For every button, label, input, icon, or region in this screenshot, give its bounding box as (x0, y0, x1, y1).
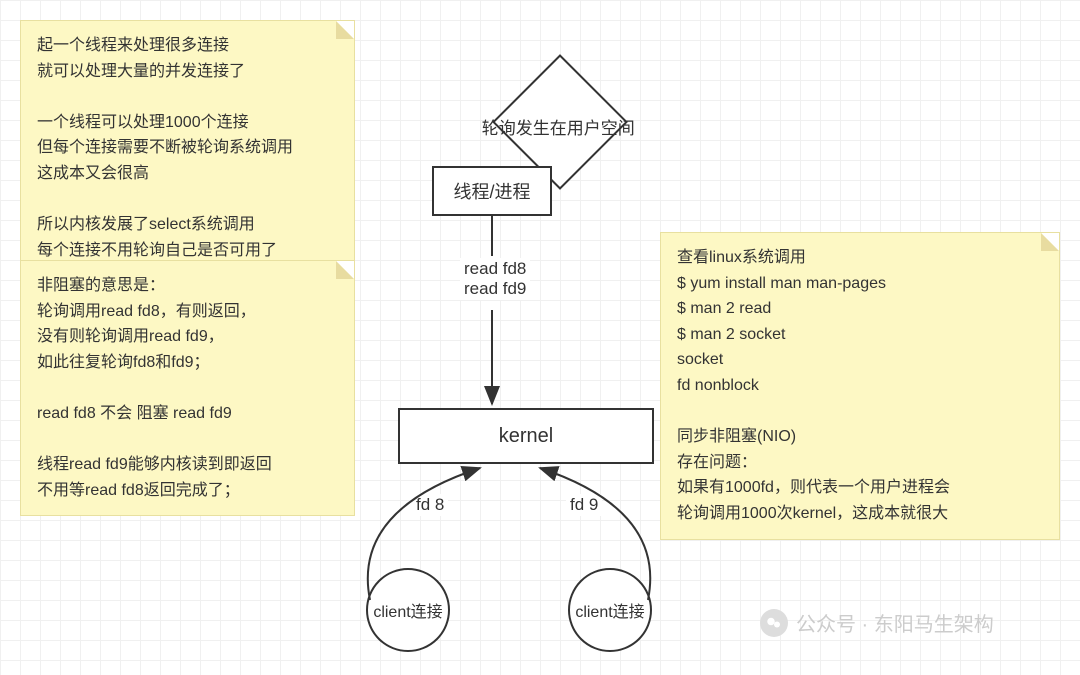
watermark-text: 公众号 · 东阳马生架构 (796, 608, 994, 637)
note-line: 这成本又会很高 (37, 161, 338, 187)
note-line: socket (677, 347, 1043, 373)
box-process-label: 线程/进程 (453, 178, 530, 204)
edge-label-read: read fd8 read fd9 (460, 258, 530, 300)
note-right: 查看linux系统调用 $ yum install man man-pages … (660, 232, 1060, 540)
edge-label-fd8: fd 8 (412, 494, 448, 516)
note-line: 轮询调用read fd8，有则返回， (37, 299, 338, 325)
note-line: 轮询调用1000次kernel，这成本就很大 (677, 501, 1043, 527)
note-line: 存在问题： (677, 450, 1043, 476)
note-line (677, 399, 1043, 425)
note-line: 如果有1000fd，则代表一个用户进程会 (677, 475, 1043, 501)
note-line: $ yum install man man-pages (677, 271, 1043, 297)
note-line (37, 427, 338, 453)
watermark: 公众号 · 东阳马生架构 (760, 608, 994, 637)
note-line: 非阻塞的意思是： (37, 273, 338, 299)
note-line: 不用等read fd8返回完成了； (37, 478, 338, 504)
note-top-left: 起一个线程来处理很多连接 就可以处理大量的并发连接了 一个线程可以处理1000个… (20, 20, 355, 276)
note-line: $ man 2 socket (677, 322, 1043, 348)
box-kernel-label: kernel (499, 425, 553, 448)
note-fold-icon (336, 21, 354, 39)
note-line: 没有则轮询调用read fd9， (37, 324, 338, 350)
note-fold-icon (336, 261, 354, 279)
note-line: 同步非阻塞(NIO) (677, 424, 1043, 450)
edge-label-fd9: fd 9 (566, 494, 602, 516)
circle-client-2-label: client连接 (575, 598, 644, 622)
note-line: fd nonblock (677, 373, 1043, 399)
diamond-label: 轮询发生在用户空间 (458, 114, 658, 139)
wechat-icon (760, 609, 788, 637)
note-fold-icon (1041, 233, 1059, 251)
note-line (37, 187, 338, 213)
note-line (37, 375, 338, 401)
box-kernel: kernel (398, 408, 654, 464)
note-line: 起一个线程来处理很多连接 (37, 33, 338, 59)
note-line: 就可以处理大量的并发连接了 (37, 59, 338, 85)
note-line (37, 84, 338, 110)
note-line: $ man 2 read (677, 296, 1043, 322)
note-line: 但每个连接需要不断被轮询系统调用 (37, 135, 338, 161)
circle-client-2: client连接 (568, 568, 652, 652)
note-line: 线程read fd9能够内核读到即返回 (37, 452, 338, 478)
note-line: 所以内核发展了select系统调用 (37, 212, 338, 238)
note-line: 一个线程可以处理1000个连接 (37, 110, 338, 136)
note-line: read fd8 不会 阻塞 read fd9 (37, 401, 338, 427)
box-process: 线程/进程 (432, 166, 552, 216)
circle-client-1-label: client连接 (373, 598, 442, 622)
note-mid-left: 非阻塞的意思是： 轮询调用read fd8，有则返回， 没有则轮询调用read … (20, 260, 355, 516)
note-line: 查看linux系统调用 (677, 245, 1043, 271)
circle-client-1: client连接 (366, 568, 450, 652)
note-line: 如此往复轮询fd8和fd9； (37, 350, 338, 376)
